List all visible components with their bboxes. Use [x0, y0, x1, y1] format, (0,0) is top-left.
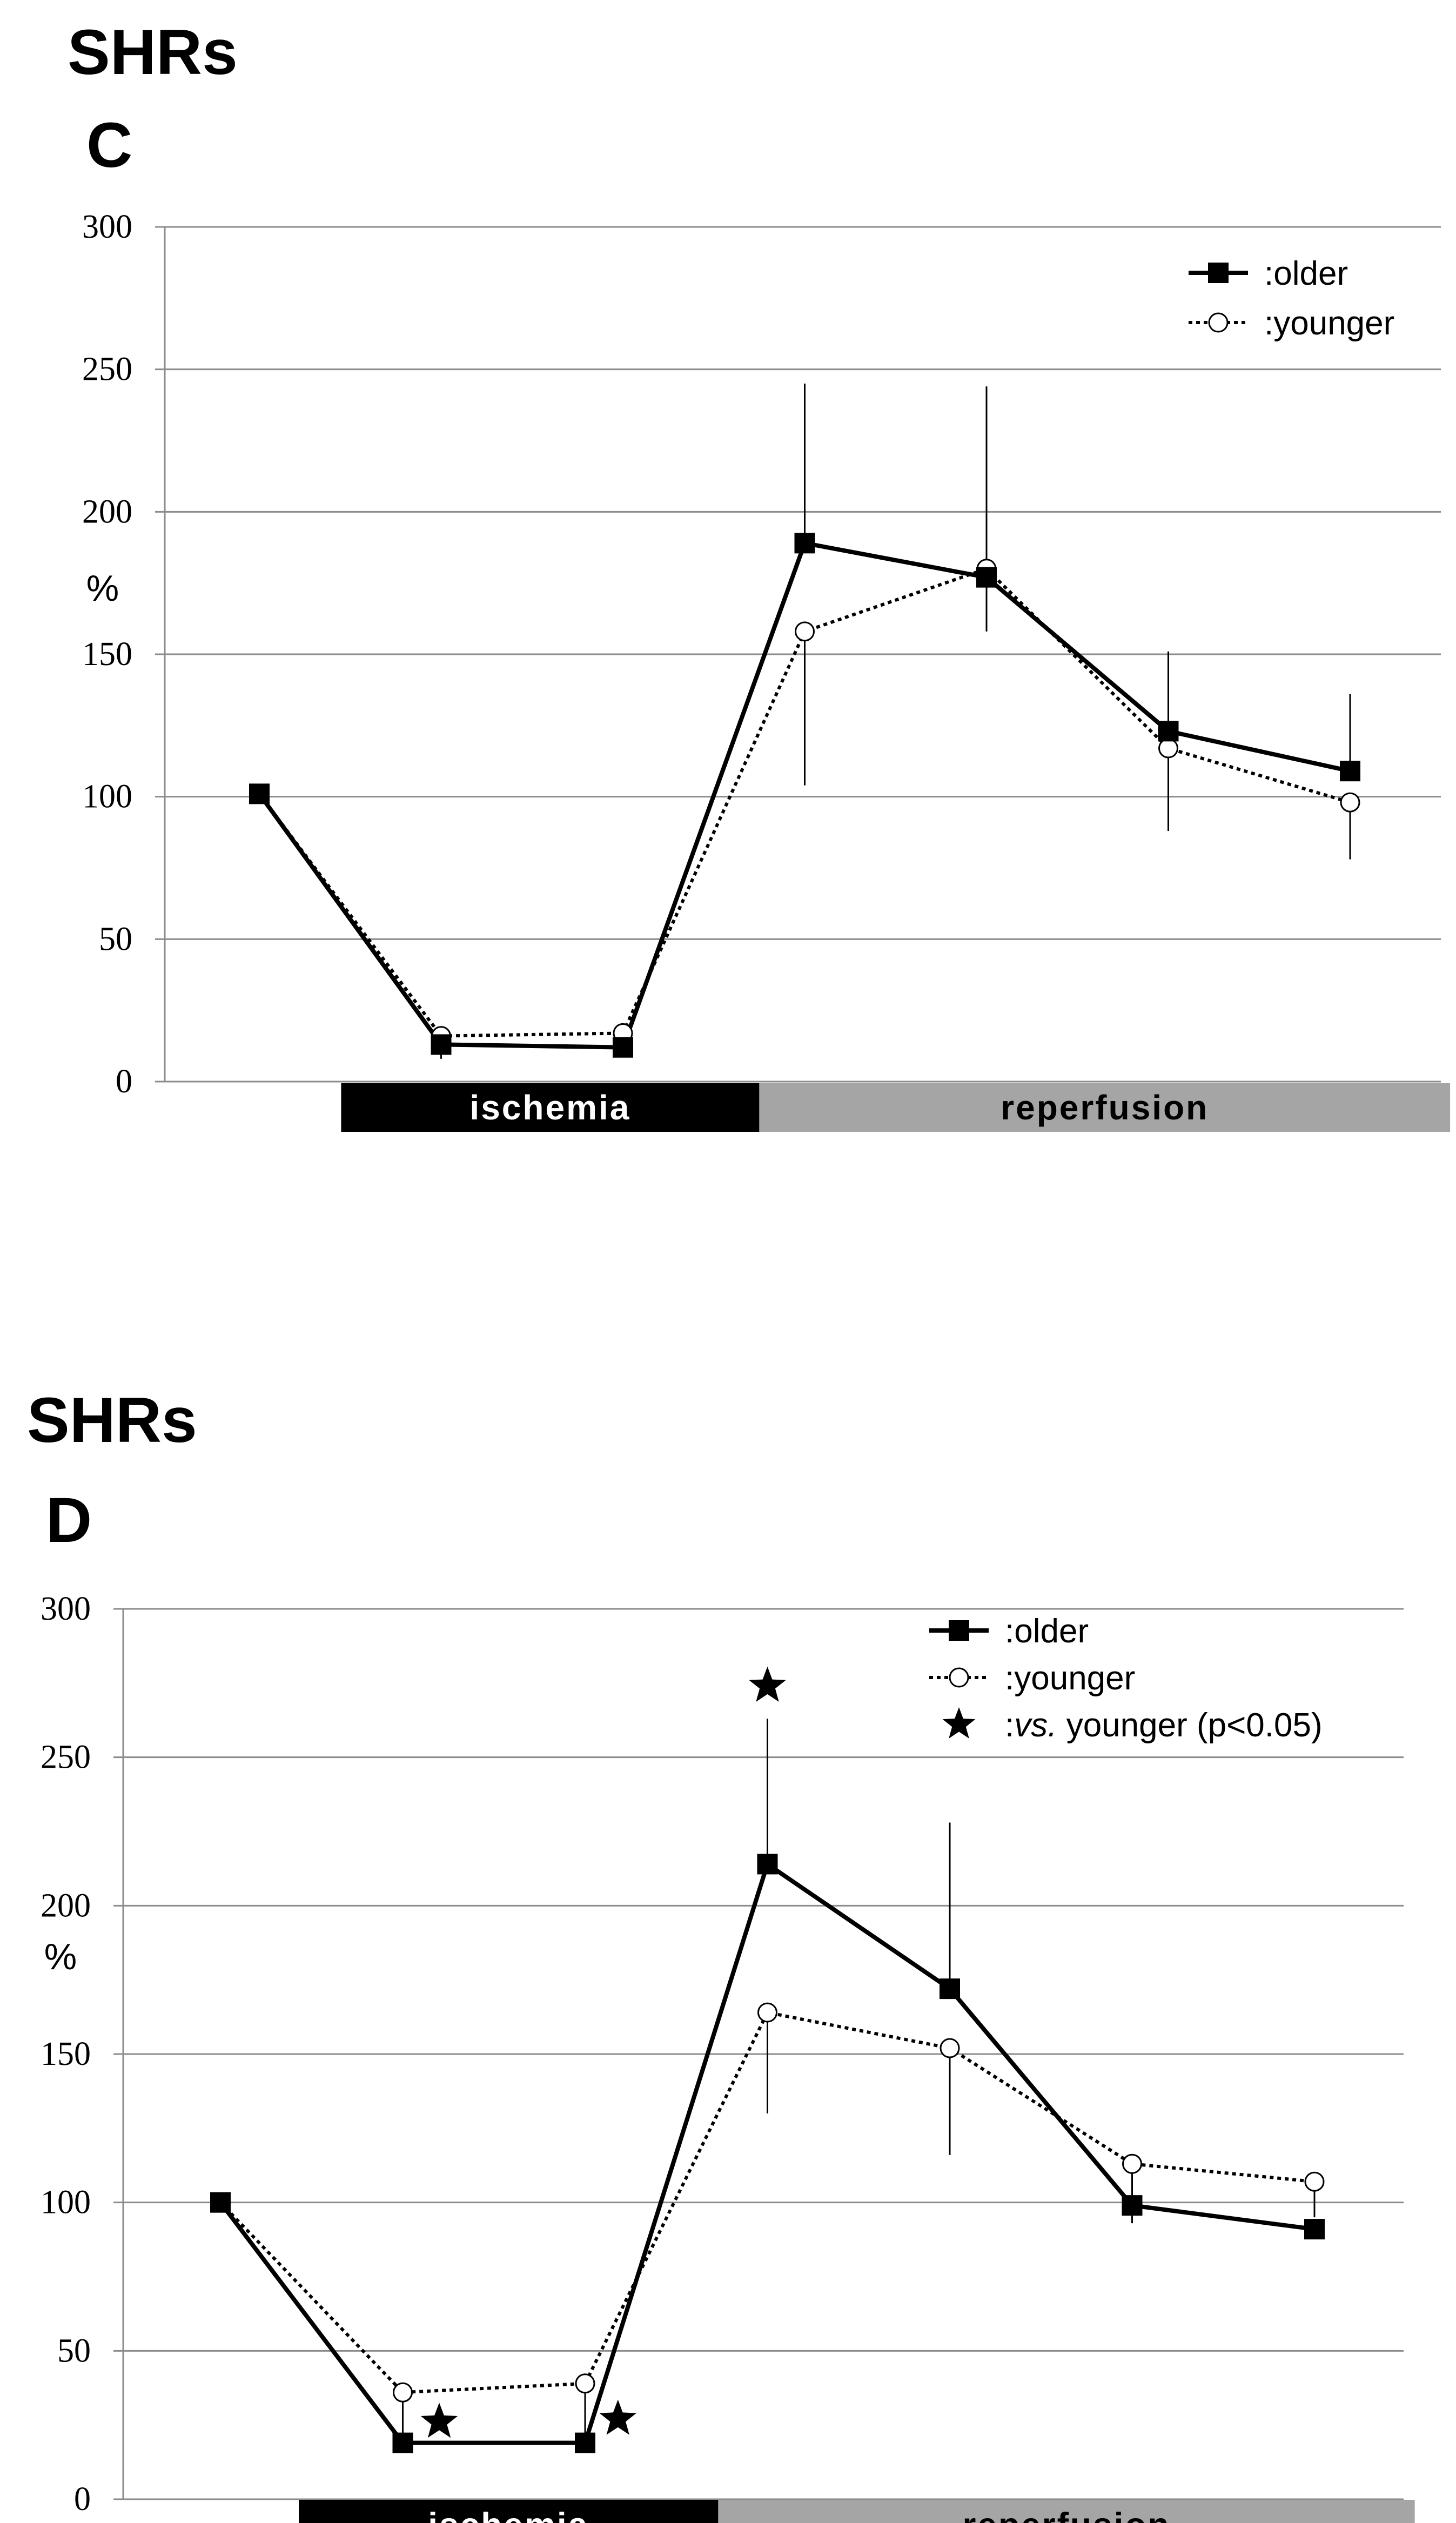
legend-marker-significance — [942, 1707, 976, 1739]
panel-d-letter: D — [46, 1485, 92, 1556]
chart-panel-d: 0 50 100 150 200 250 300% ischemia reperfusion :o… — [41, 1591, 1415, 2523]
legend-marker-older — [949, 1620, 969, 1641]
panel-c-letter: C — [86, 110, 133, 181]
data-point-older — [1304, 2219, 1325, 2240]
y-tick-label: 50 — [57, 2332, 91, 2369]
y-axis-label: % — [86, 568, 119, 609]
data-point-younger — [393, 2382, 413, 2403]
data-point-younger — [757, 2002, 777, 2023]
y-tick-label: 300 — [82, 209, 132, 245]
data-point-older — [613, 1037, 633, 1058]
data-point-older — [1158, 721, 1179, 742]
data-point-younger — [940, 2038, 960, 2058]
data-point-older — [940, 1978, 960, 1999]
data-point-older — [431, 1034, 452, 1055]
chart-panel-c: 0 50 100 150 200 250 300% ischemia reperfusion :o… — [82, 209, 1451, 1132]
y-tick-label: 250 — [82, 351, 132, 388]
legend-marker-younger — [1208, 312, 1229, 333]
legend-label-older: :older — [1005, 1613, 1089, 1650]
phase-band-ischemia — [299, 2500, 719, 2523]
phase-band-label-ischemia: ischemia — [469, 1088, 630, 1127]
data-point-younger — [1158, 738, 1178, 759]
y-tick-label: 300 — [41, 1591, 91, 1627]
data-point-younger — [1122, 2153, 1142, 2174]
significance-star — [599, 2399, 636, 2435]
data-point-younger — [795, 621, 815, 642]
data-point-older — [976, 567, 997, 588]
legend-label-younger: :younger — [1005, 1660, 1135, 1697]
y-tick-label: 150 — [41, 2036, 91, 2072]
legend-label-older: :older — [1264, 255, 1348, 292]
data-point-older — [1340, 761, 1360, 782]
phase-band-reperfusion — [718, 2500, 1415, 2523]
y-tick-label: 200 — [41, 1887, 91, 1924]
phase-band-label-reperfusion: reperfusion — [962, 2506, 1170, 2523]
y-tick-label: 50 — [99, 921, 132, 957]
significance-star — [749, 1666, 786, 1702]
data-point-older — [575, 2432, 595, 2453]
y-tick-label: 100 — [41, 2184, 91, 2221]
phase-band-label-ischemia: ischemia — [428, 2506, 589, 2523]
data-point-older — [249, 783, 270, 804]
legend-marker-younger — [949, 1667, 969, 1688]
legend-label-younger: :younger — [1264, 305, 1394, 342]
y-tick-label: 0 — [74, 2481, 91, 2518]
legend-marker-older — [1208, 263, 1229, 283]
y-tick-label: 0 — [116, 1063, 132, 1100]
phase-band-reperfusion — [759, 1083, 1451, 1132]
y-axis-label: % — [44, 1936, 77, 1977]
data-point-older — [392, 2432, 413, 2453]
phase-band-ischemia — [341, 1083, 760, 1132]
series-line-older — [218, 1862, 1315, 2445]
panel-d-group-title: SHRs — [27, 1385, 197, 1456]
phase-band-label-reperfusion: reperfusion — [1001, 1088, 1209, 1127]
y-tick-label: 100 — [82, 779, 132, 815]
y-tick-label: 150 — [82, 636, 132, 673]
y-tick-label: 200 — [82, 493, 132, 530]
data-point-younger — [575, 2373, 595, 2394]
significance-star — [420, 2403, 458, 2438]
data-point-older — [210, 2192, 231, 2213]
panel-c-group-title: SHRs — [68, 17, 238, 88]
y-tick-label: 250 — [41, 1739, 91, 1776]
legend-label-significance: :vs. younger (p<0.05) — [1005, 1707, 1323, 1744]
data-point-older — [794, 533, 815, 554]
data-point-older — [1122, 2195, 1143, 2216]
series-line-older — [257, 541, 1351, 1050]
data-point-older — [757, 1854, 778, 1875]
data-point-younger — [1304, 2171, 1325, 2192]
data-point-younger — [1340, 792, 1360, 813]
